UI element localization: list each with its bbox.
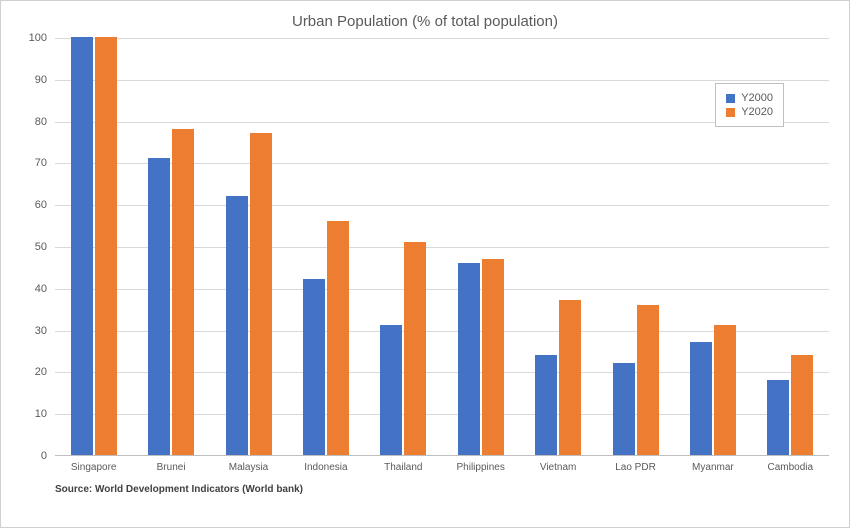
y-tick-label: 10 <box>35 408 47 420</box>
bar <box>148 158 170 455</box>
bar <box>690 342 712 455</box>
y-tick-label: 90 <box>35 74 47 86</box>
bar <box>303 279 325 455</box>
bar <box>559 300 581 455</box>
bar <box>172 129 194 455</box>
y-tick-label: 30 <box>35 325 47 337</box>
y-tick-label: 40 <box>35 283 47 295</box>
bar <box>404 242 426 455</box>
x-tick-label: Malaysia <box>229 462 268 473</box>
chart-container: Urban Population (% of total population)… <box>0 0 850 528</box>
bar <box>791 355 813 455</box>
bar-group <box>458 259 504 455</box>
x-tick-label: Lao PDR <box>615 462 656 473</box>
x-tick-label: Indonesia <box>304 462 347 473</box>
y-tick-label: 80 <box>35 116 47 128</box>
bar-group <box>690 325 736 455</box>
y-axis: 0102030405060708090100 <box>21 38 51 478</box>
bar <box>767 380 789 455</box>
gridline <box>55 38 829 39</box>
x-tick-label: Philippines <box>457 462 505 473</box>
legend-swatch-icon <box>726 94 735 103</box>
y-tick-label: 50 <box>35 241 47 253</box>
x-tick-label: Cambodia <box>768 462 814 473</box>
bar-group <box>148 129 194 455</box>
bar <box>714 325 736 455</box>
bar <box>71 37 93 455</box>
bar-group <box>226 133 272 455</box>
x-tick-label: Vietnam <box>540 462 577 473</box>
gridline <box>55 122 829 123</box>
x-tick-label: Brunei <box>157 462 186 473</box>
bar-group <box>767 355 813 455</box>
plot-wrapper: 0102030405060708090100 SingaporeBruneiMa… <box>21 38 829 478</box>
gridline <box>55 80 829 81</box>
chart-source: Source: World Development Indicators (Wo… <box>55 484 829 495</box>
legend-label: Y2020 <box>741 106 773 118</box>
legend: Y2000 Y2020 <box>715 83 784 127</box>
x-tick-label: Thailand <box>384 462 422 473</box>
y-tick-label: 100 <box>29 32 47 44</box>
y-tick-label: 0 <box>41 450 47 462</box>
legend-item-y2000: Y2000 <box>726 92 773 104</box>
y-tick-label: 70 <box>35 157 47 169</box>
legend-swatch-icon <box>726 108 735 117</box>
legend-item-y2020: Y2020 <box>726 106 773 118</box>
x-tick-label: Myanmar <box>692 462 734 473</box>
bar-group <box>613 305 659 455</box>
bar <box>535 355 557 455</box>
bar <box>380 325 402 455</box>
chart-title: Urban Population (% of total population) <box>21 13 829 30</box>
bar <box>482 259 504 455</box>
bar <box>637 305 659 455</box>
bar-group <box>535 300 581 455</box>
bar <box>95 37 117 455</box>
plot-area <box>55 38 829 456</box>
bar-group <box>380 242 426 455</box>
bar <box>250 133 272 455</box>
bar <box>327 221 349 455</box>
y-tick-label: 60 <box>35 199 47 211</box>
legend-label: Y2000 <box>741 92 773 104</box>
bar <box>226 196 248 455</box>
bar <box>458 263 480 455</box>
bar <box>613 363 635 455</box>
bar-group <box>71 37 117 455</box>
y-tick-label: 20 <box>35 366 47 378</box>
x-tick-label: Singapore <box>71 462 117 473</box>
x-axis-labels: Singapore Brunei Malaysia Indonesia Thailand… <box>55 458 829 478</box>
bar-group <box>303 221 349 455</box>
